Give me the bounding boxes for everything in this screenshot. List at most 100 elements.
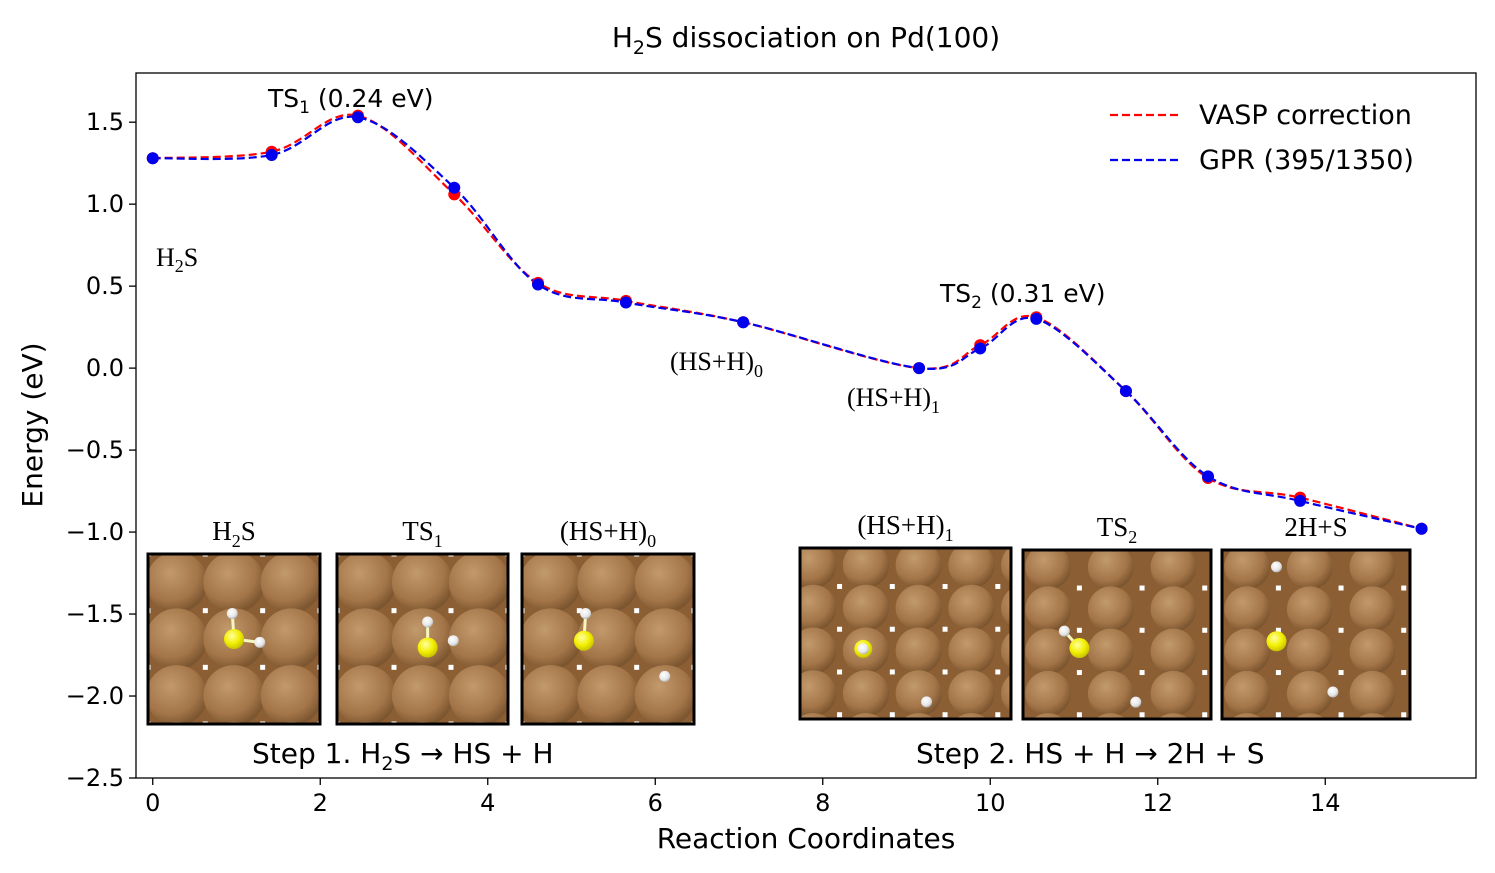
inset-frame bbox=[335, 552, 510, 726]
annotation-ts1: TS1 (0.24 eV) bbox=[267, 84, 434, 118]
pd-atom bbox=[448, 554, 508, 613]
subsurface-atom bbox=[1140, 501, 1145, 506]
pd-atom bbox=[692, 684, 694, 707]
inset-atoms bbox=[732, 498, 1011, 802]
subsurface-atom bbox=[1464, 543, 1469, 548]
subsurface-atom bbox=[1213, 628, 1218, 633]
pd-atom bbox=[279, 554, 303, 557]
subsurface-atom bbox=[449, 495, 454, 500]
pd-atom bbox=[800, 627, 837, 674]
annotation-ts2: TS2 (0.31 eV) bbox=[939, 279, 1106, 313]
subsurface-atom bbox=[1401, 585, 1407, 591]
x-tick-label: 2 bbox=[313, 789, 328, 817]
pd-atom bbox=[596, 721, 620, 724]
pd-atom bbox=[1475, 755, 1495, 801]
plot-area bbox=[135, 72, 1477, 779]
subsurface-atom bbox=[462, 495, 467, 500]
pd-atom bbox=[963, 502, 1009, 548]
subsurface-atom bbox=[890, 755, 895, 760]
pd-atom bbox=[577, 778, 638, 839]
inset-title: 2H+S bbox=[1284, 512, 1347, 542]
pd-atom bbox=[1150, 670, 1197, 717]
subsurface-atom bbox=[449, 778, 454, 783]
pd-atom bbox=[391, 554, 454, 613]
series-point-1 bbox=[351, 111, 364, 124]
subsurface-atom bbox=[784, 669, 789, 674]
subsurface-atom bbox=[1213, 586, 1218, 591]
pd-atom bbox=[800, 548, 837, 589]
pd-atom bbox=[1001, 674, 1011, 713]
x-tick-label: 8 bbox=[815, 789, 830, 817]
pd-atom bbox=[391, 665, 454, 724]
pd-atom bbox=[895, 670, 942, 717]
pd-atom bbox=[522, 554, 582, 613]
subsurface-atom bbox=[784, 712, 789, 717]
pd-atom bbox=[1025, 586, 1071, 632]
y-tick-label: 1.0 bbox=[86, 190, 124, 218]
pd-atom bbox=[1412, 544, 1458, 590]
subsurface-atom bbox=[563, 778, 568, 783]
series-point-1 bbox=[974, 342, 987, 355]
pd-atom bbox=[337, 608, 397, 670]
pd-atom bbox=[506, 778, 567, 839]
pd-atom bbox=[1087, 550, 1134, 590]
subsurface-atom bbox=[943, 498, 948, 503]
subsurface-atom bbox=[1014, 586, 1019, 591]
subsurface-atom bbox=[692, 778, 697, 783]
sulfur-atom bbox=[417, 637, 438, 658]
series-point-1 bbox=[146, 152, 159, 165]
y-tick-label: −1.5 bbox=[66, 600, 124, 628]
subsurface-atom bbox=[942, 669, 948, 675]
x-tick-label: 12 bbox=[1142, 789, 1173, 817]
subsurface-atom bbox=[520, 778, 525, 783]
pd-atom bbox=[843, 756, 889, 802]
pd-atom bbox=[948, 627, 995, 674]
y-tick-label: −0.5 bbox=[66, 436, 124, 464]
subsurface-atom bbox=[260, 608, 266, 614]
inset-title: TS1 bbox=[402, 516, 443, 551]
pd-atom bbox=[448, 665, 508, 724]
pd-atom bbox=[506, 495, 567, 556]
pd-atom bbox=[692, 495, 753, 556]
pd-atom bbox=[1475, 502, 1495, 548]
pd-atom bbox=[1224, 550, 1270, 590]
pd-atom bbox=[842, 548, 890, 589]
subsurface-atom bbox=[1275, 670, 1281, 676]
inset-atoms bbox=[1213, 502, 1495, 801]
subsurface-atom bbox=[146, 495, 151, 500]
subsurface-atom bbox=[890, 541, 895, 546]
pd-atom bbox=[563, 722, 624, 783]
x-axis-label: Reaction Coordinates bbox=[657, 822, 956, 855]
pd-atom bbox=[1412, 713, 1458, 759]
annotation-h2s: H2S bbox=[156, 243, 198, 276]
sulfur-atom bbox=[224, 629, 244, 649]
annotation-hsh0: (HS+H)0 bbox=[670, 347, 763, 381]
hydrogen-atom bbox=[921, 696, 933, 708]
y-axis-ticks: 1.5 1.0 0.5 0.0 −0.5 −1.0 −1.5 −2.0 −2.5 bbox=[66, 108, 136, 792]
subsurface-atom bbox=[1338, 712, 1344, 718]
y-tick-label: −2.0 bbox=[66, 682, 124, 710]
series-point-1 bbox=[1202, 470, 1214, 483]
subsurface-atom bbox=[1076, 627, 1082, 633]
pd-atom bbox=[895, 584, 942, 631]
subsurface-atom bbox=[462, 778, 467, 783]
subsurface-atom bbox=[1464, 586, 1469, 591]
subsurface-atom bbox=[563, 495, 568, 500]
pd-atom bbox=[948, 584, 995, 631]
y-tick-label: 0.0 bbox=[86, 354, 124, 382]
subsurface-atom bbox=[1338, 585, 1344, 591]
subsurface-atom bbox=[1202, 585, 1208, 591]
subsurface-atom bbox=[577, 778, 582, 783]
subsurface-atom bbox=[995, 712, 1001, 718]
subsurface-atom bbox=[335, 778, 340, 783]
subsurface-atom bbox=[278, 778, 283, 783]
pd-atom bbox=[737, 756, 783, 802]
pd-atom bbox=[1001, 548, 1011, 585]
pd-atom bbox=[1025, 550, 1071, 590]
subsurface-atom bbox=[1338, 627, 1344, 633]
subsurface-atom bbox=[732, 712, 737, 717]
pd-atom bbox=[842, 670, 890, 717]
x-tick-label: 14 bbox=[1310, 789, 1341, 817]
pd-atom bbox=[1150, 628, 1197, 675]
pd-atom bbox=[260, 665, 320, 724]
